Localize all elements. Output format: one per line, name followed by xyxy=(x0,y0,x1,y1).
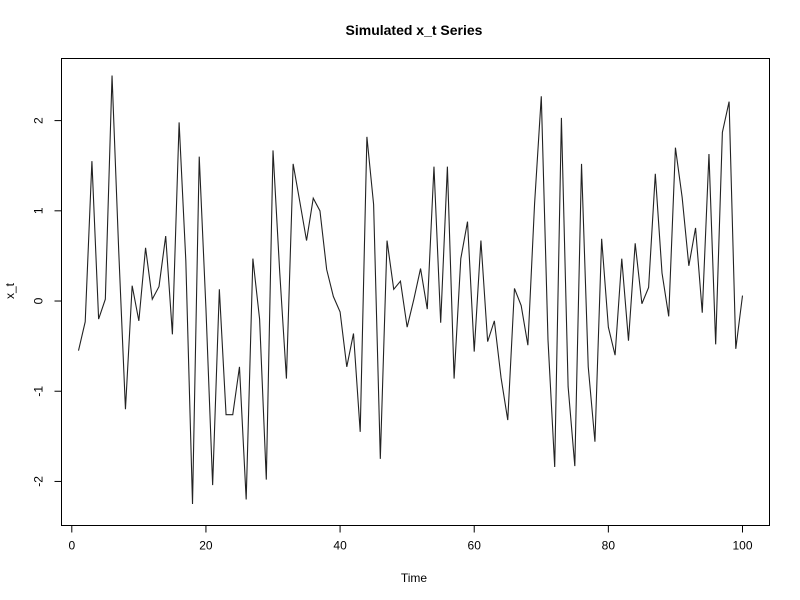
y-tick-label: 0 xyxy=(32,297,46,304)
chart-title: Simulated x_t Series xyxy=(346,22,483,38)
y-tick-label: 1 xyxy=(32,207,46,214)
y-axis-label: x_t xyxy=(3,282,17,299)
x-tick-label: 20 xyxy=(199,539,213,553)
x-axis: 0 20 40 60 80 100 xyxy=(68,525,753,553)
x-tick-label: 60 xyxy=(468,539,482,553)
y-tick-label: -2 xyxy=(32,476,46,487)
y-tick-label: 2 xyxy=(32,117,46,124)
y-axis: -2 -1 0 1 2 xyxy=(32,117,62,487)
x-tick-label: 0 xyxy=(68,539,75,553)
y-tick-label: -1 xyxy=(32,386,46,397)
series-group xyxy=(77,75,744,505)
x-tick-label: 40 xyxy=(333,539,347,553)
x-tick-label: 100 xyxy=(732,539,752,553)
series-line xyxy=(77,75,744,505)
x-tick-label: 80 xyxy=(602,539,616,553)
x-axis-label: Time xyxy=(401,571,428,585)
